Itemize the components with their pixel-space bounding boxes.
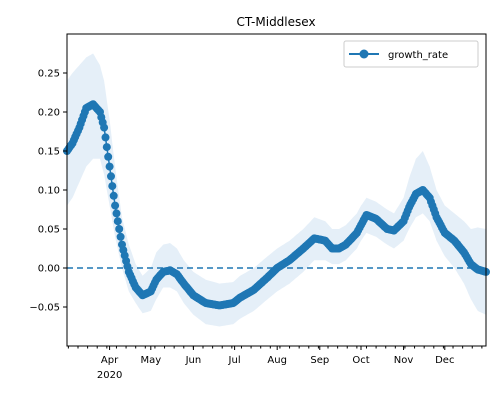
data-point (101, 133, 110, 142)
x-tick-label: Jul (228, 355, 241, 366)
data-point (105, 162, 114, 171)
confidence-band (67, 53, 486, 327)
data-point (113, 217, 122, 226)
data-point (109, 191, 118, 200)
y-axis: −0.05 0.00 0.05 0.10 0.15 0.20 0.25 (29, 69, 67, 314)
data-point (116, 232, 125, 241)
series-points (63, 100, 490, 310)
y-tick-label: 0.05 (38, 225, 60, 236)
data-point (111, 201, 120, 210)
x-tick-label: Nov (394, 355, 414, 366)
legend-label: growth_rate (388, 50, 448, 61)
legend-marker (359, 49, 369, 59)
x-tick-label: Aug (267, 355, 287, 366)
data-point (104, 152, 113, 161)
x-tick-label: Dec (435, 355, 454, 366)
x-axis: Apr 2020 May Jun Jul Aug Sep Oct Nov Dec (67, 346, 483, 381)
data-point (108, 182, 117, 191)
x-tick-label: Oct (352, 355, 369, 366)
x-tick-year-label: 2020 (97, 370, 122, 381)
y-tick-label: 0.15 (38, 147, 60, 158)
legend-box (343, 40, 479, 68)
y-tick-label: 0.25 (38, 69, 60, 80)
chart-title: CT-Middlesex (236, 15, 315, 29)
band-area (67, 53, 486, 327)
legend: growth_rate (343, 40, 479, 68)
data-point (100, 123, 109, 132)
x-tick-label: Sep (310, 355, 329, 366)
x-tick-label: Jun (185, 355, 202, 366)
y-tick-label: 0.10 (38, 186, 60, 197)
data-point (102, 143, 111, 152)
data-point (112, 209, 121, 218)
y-tick-label: 0.00 (38, 264, 60, 275)
x-tick-label: Apr (101, 355, 119, 366)
x-tick-label: May (140, 355, 161, 366)
y-tick-label: −0.05 (29, 303, 60, 314)
plot-frame (66, 33, 487, 347)
data-point (107, 172, 115, 181)
y-tick-label: 0.20 (38, 108, 60, 119)
data-point (115, 225, 124, 233)
